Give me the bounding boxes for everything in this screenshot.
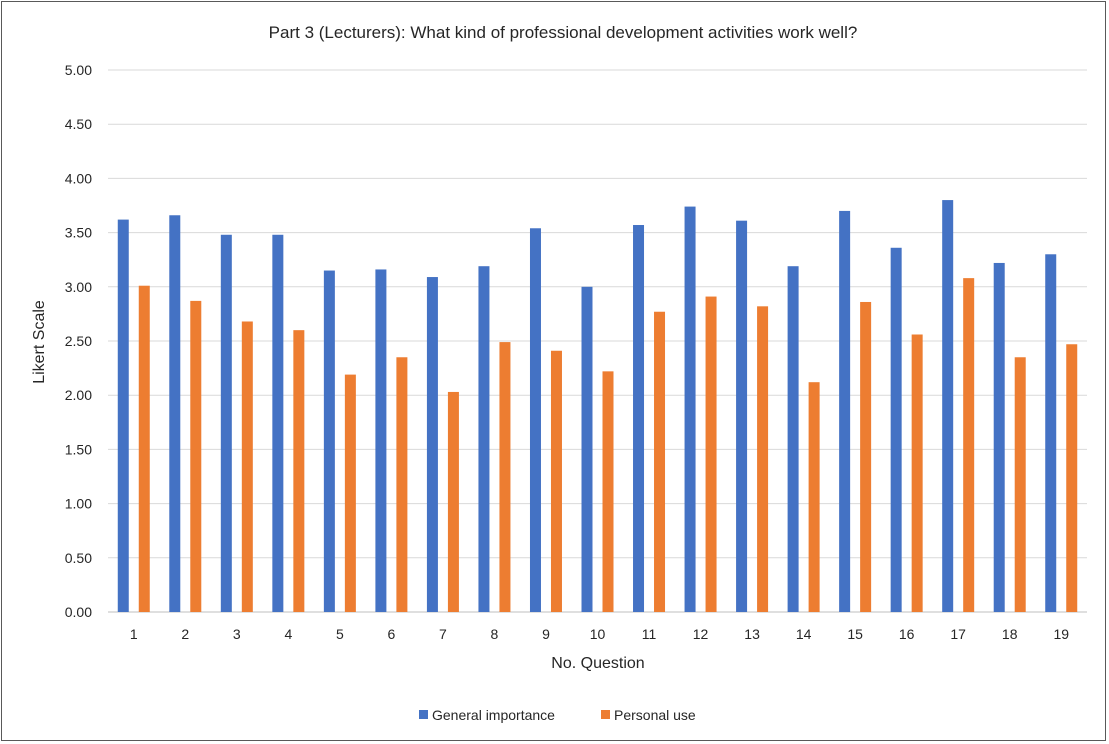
bar-personal-use-q5 — [344, 374, 356, 612]
bar-personal-use-q8 — [499, 342, 511, 612]
bar-general-importance-q1 — [117, 219, 129, 613]
x-tick-label: 14 — [796, 626, 812, 642]
bar-personal-use-q10 — [602, 371, 614, 612]
bar-general-importance-q10 — [581, 286, 593, 612]
legend-swatch-personal-use — [601, 710, 610, 719]
x-axis-label: No. Question — [551, 655, 644, 672]
y-tick-label: 1.00 — [65, 496, 92, 512]
x-tick-label: 17 — [950, 626, 966, 642]
bar-general-importance-q5 — [323, 270, 335, 612]
legend: General importance Personal use — [419, 707, 696, 723]
y-tick-label: 4.50 — [65, 116, 92, 132]
legend-label-general-importance: General importance — [432, 707, 555, 723]
bar-general-importance-q14 — [787, 266, 799, 612]
y-tick-label: 2.00 — [65, 387, 92, 403]
x-tick-label: 8 — [491, 626, 499, 642]
bar-general-importance-q15 — [839, 210, 851, 613]
bar-general-importance-q8 — [478, 266, 490, 612]
legend-swatch-general-importance — [419, 710, 428, 719]
bar-personal-use-q19 — [1066, 344, 1078, 612]
bar-personal-use-q12 — [705, 296, 717, 612]
bar-personal-use-q2 — [190, 300, 202, 612]
y-tick-label: 2.50 — [65, 333, 92, 349]
x-axis-ticks: 1 2 3 4 5 6 7 8 9 10 11 12 13 14 15 16 17 18 19 — [130, 626, 1069, 642]
y-tick-label: 4.00 — [65, 170, 92, 186]
x-tick-label: 6 — [387, 626, 395, 642]
bar-personal-use-q15 — [860, 301, 872, 612]
bar-general-importance-q12 — [684, 206, 696, 613]
bar-general-importance-q9 — [529, 228, 541, 612]
bars — [117, 200, 1078, 613]
bar-personal-use-q17 — [963, 278, 975, 612]
bar-general-importance-q17 — [942, 200, 954, 612]
bar-personal-use-q7 — [447, 391, 459, 612]
x-tick-label: 3 — [233, 626, 241, 642]
legend-label-personal-use: Personal use — [614, 707, 696, 723]
gridlines — [108, 69, 1087, 613]
x-tick-label: 5 — [336, 626, 344, 642]
x-tick-label: 1 — [130, 626, 138, 642]
bar-personal-use-q11 — [654, 311, 666, 612]
bar-general-importance-q4 — [272, 234, 284, 612]
bar-general-importance-q3 — [220, 234, 232, 612]
bar-personal-use-q4 — [293, 330, 305, 612]
x-tick-label: 13 — [744, 626, 760, 642]
bar-general-importance-q19 — [1045, 254, 1057, 612]
x-tick-label: 12 — [693, 626, 709, 642]
bar-general-importance-q7 — [426, 277, 438, 612]
bar-personal-use-q9 — [550, 350, 562, 612]
x-tick-label: 4 — [284, 626, 292, 642]
bar-general-importance-q18 — [993, 262, 1005, 612]
x-tick-label: 16 — [899, 626, 915, 642]
x-tick-label: 11 — [642, 626, 657, 642]
x-tick-label: 10 — [590, 626, 606, 642]
bar-general-importance-q11 — [633, 225, 645, 612]
y-tick-label: 5.00 — [65, 62, 92, 78]
y-tick-label: 3.50 — [65, 225, 92, 241]
bar-personal-use-q13 — [757, 306, 769, 612]
y-axis-ticks: 0.00 0.50 1.00 1.50 2.00 2.50 3.00 3.50 4.00 4.50… — [65, 62, 92, 620]
bar-general-importance-q6 — [375, 269, 387, 612]
bar-general-importance-q16 — [890, 247, 902, 612]
x-tick-label: 15 — [847, 626, 863, 642]
bar-personal-use-q14 — [808, 382, 820, 612]
bar-general-importance-q13 — [736, 220, 748, 612]
y-tick-label: 0.50 — [65, 550, 92, 566]
y-tick-label: 3.00 — [65, 279, 92, 295]
y-tick-label: 1.50 — [65, 441, 92, 457]
y-axis-label: Likert Scale — [31, 300, 48, 384]
x-tick-label: 7 — [439, 626, 447, 642]
bar-personal-use-q1 — [138, 285, 150, 612]
x-tick-label: 2 — [181, 626, 189, 642]
x-tick-label: 9 — [542, 626, 550, 642]
chart-title: Part 3 (Lecturers): What kind of profess… — [269, 23, 858, 42]
bar-general-importance-q2 — [169, 215, 181, 613]
x-tick-label: 19 — [1053, 626, 1069, 642]
x-tick-label: 18 — [1002, 626, 1018, 642]
bar-personal-use-q6 — [396, 357, 408, 612]
bar-personal-use-q18 — [1014, 357, 1026, 612]
bar-personal-use-q16 — [911, 334, 923, 612]
y-tick-label: 0.00 — [65, 604, 92, 620]
bar-personal-use-q3 — [241, 321, 253, 612]
